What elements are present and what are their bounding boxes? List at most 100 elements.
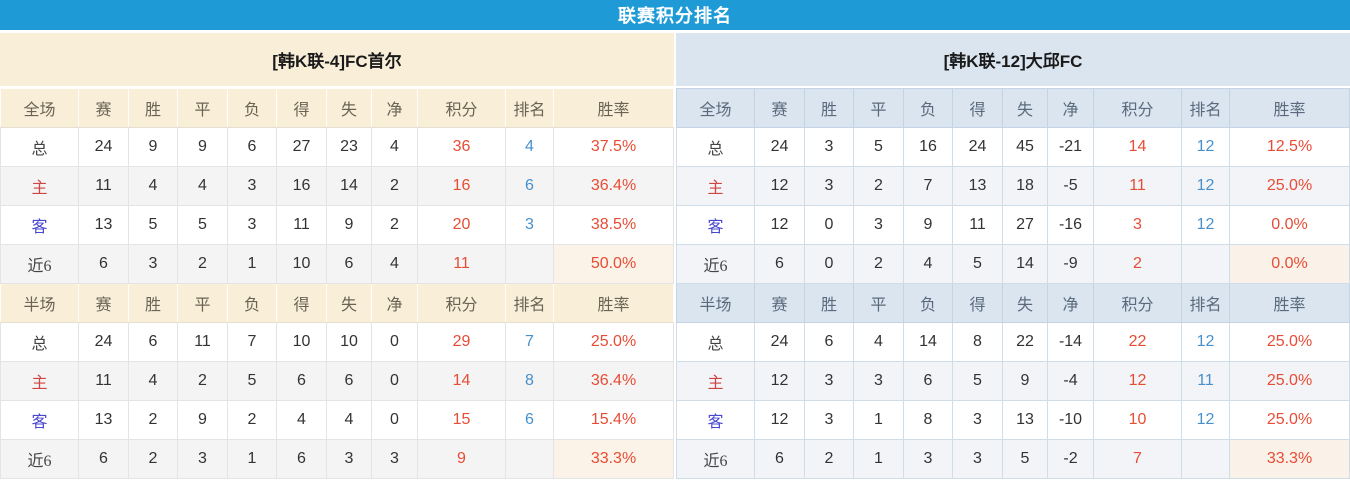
column-header-cell: 得 — [952, 283, 1003, 323]
column-header-cell: 净 — [371, 283, 418, 323]
stat-cell: 2 — [177, 361, 228, 401]
stat-cell: 11 — [78, 166, 129, 206]
column-header-cell: 赛 — [754, 88, 805, 128]
rank-cell: 11 — [1181, 361, 1230, 401]
stats-table-left: 全场 赛 胜 平 负 得 失 净 积分 排名 胜率 总 24 9 9 — [0, 88, 674, 479]
table-row: 总 24 6 11 7 10 10 0 29 7 25.0% — [0, 322, 674, 362]
column-header-cell: 赛 — [754, 283, 805, 323]
stat-cell: 24 — [78, 127, 129, 167]
column-header-cell: 负 — [903, 88, 953, 128]
column-header-cell: 积分 — [417, 88, 506, 128]
team-header-right: [韩K联-12]大邱FC — [676, 33, 1350, 86]
column-header-cell: 平 — [853, 283, 904, 323]
column-header-cell: 积分 — [1093, 88, 1182, 128]
points-cell: 16 — [417, 166, 506, 206]
stat-cell: 27 — [1002, 205, 1048, 245]
stat-cell: 2 — [128, 439, 178, 479]
stat-cell: 3 — [952, 400, 1003, 440]
points-cell: 14 — [1093, 127, 1182, 167]
stat-cell: 27 — [276, 127, 327, 167]
stat-cell: 8 — [952, 322, 1003, 362]
column-header-cell: 全场 — [0, 88, 79, 128]
win-rate-cell: 25.0% — [1229, 322, 1350, 362]
stat-cell: 3 — [128, 244, 178, 284]
column-header-cell: 半场 — [0, 283, 79, 323]
stat-cell: 5 — [128, 205, 178, 245]
table-row: 客 12 0 3 9 11 27 -16 3 12 0.0% — [676, 205, 1350, 245]
team-header-left: [韩K联-4]FC首尔 — [0, 33, 674, 86]
column-header-row: 半场 赛 胜 平 负 得 失 净 积分 排名 胜率 — [676, 283, 1350, 323]
column-header-cell: 平 — [177, 88, 228, 128]
stat-cell: 2 — [853, 166, 904, 206]
row-label: 客 — [0, 400, 79, 440]
stat-cell: 10 — [326, 322, 372, 362]
rank-cell: 4 — [505, 127, 554, 167]
column-header-cell: 胜 — [804, 88, 854, 128]
points-cell: 7 — [1093, 439, 1182, 479]
column-header-cell: 胜 — [128, 88, 178, 128]
stat-cell: 11 — [276, 205, 327, 245]
row-label: 近6 — [676, 439, 755, 479]
stat-cell: 4 — [177, 166, 228, 206]
rank-cell — [1181, 439, 1230, 479]
win-rate-cell: 25.0% — [1229, 361, 1350, 401]
stat-cell: 4 — [128, 361, 178, 401]
table-row: 近6 6 3 2 1 10 6 4 11 50.0% — [0, 244, 674, 284]
table-row: 总 24 9 9 6 27 23 4 36 4 37.5% — [0, 127, 674, 167]
stat-cell: 4 — [371, 244, 418, 284]
stat-cell: 13 — [1002, 400, 1048, 440]
stat-cell: 5 — [227, 361, 277, 401]
stat-cell: 4 — [903, 244, 953, 284]
win-rate-cell: 36.4% — [553, 166, 674, 206]
stat-cell: 23 — [326, 127, 372, 167]
stat-cell: -9 — [1047, 244, 1094, 284]
stat-cell: 24 — [754, 322, 805, 362]
win-rate-cell: 25.0% — [1229, 400, 1350, 440]
row-label: 近6 — [0, 439, 79, 479]
stat-cell: 2 — [371, 205, 418, 245]
stat-cell: 16 — [276, 166, 327, 206]
points-cell: 11 — [417, 244, 506, 284]
stat-cell: 5 — [952, 361, 1003, 401]
stat-cell: 16 — [903, 127, 953, 167]
stat-cell: -16 — [1047, 205, 1094, 245]
rank-cell: 12 — [1181, 127, 1230, 167]
stat-cell: -2 — [1047, 439, 1094, 479]
win-rate-cell: 38.5% — [553, 205, 674, 245]
rank-cell: 7 — [505, 322, 554, 362]
points-cell: 2 — [1093, 244, 1182, 284]
stat-cell: 6 — [804, 322, 854, 362]
table-row: 主 11 4 2 5 6 6 0 14 8 36.4% — [0, 361, 674, 401]
stat-cell: 12 — [754, 205, 805, 245]
rank-cell — [505, 439, 554, 479]
column-header-cell: 失 — [326, 88, 372, 128]
stat-cell: 2 — [371, 166, 418, 206]
column-header-cell: 胜 — [804, 283, 854, 323]
column-header-cell: 平 — [177, 283, 228, 323]
stat-cell: 3 — [853, 361, 904, 401]
stat-cell: 13 — [78, 205, 129, 245]
standings-comparison: [韩K联-4]FC首尔 全场 赛 胜 平 负 得 失 净 积分 排 — [0, 33, 1350, 479]
win-rate-cell: 33.3% — [1229, 439, 1350, 479]
row-label: 总 — [0, 322, 79, 362]
stat-cell: 12 — [754, 361, 805, 401]
column-header-cell: 排名 — [1181, 88, 1230, 128]
stat-cell: 9 — [1002, 361, 1048, 401]
stat-cell: 22 — [1002, 322, 1048, 362]
stat-cell: 2 — [804, 439, 854, 479]
win-rate-cell: 37.5% — [553, 127, 674, 167]
row-label: 主 — [0, 166, 79, 206]
row-label: 总 — [0, 127, 79, 167]
stat-cell: 12 — [754, 400, 805, 440]
column-header-cell: 排名 — [505, 283, 554, 323]
stat-cell: 1 — [853, 439, 904, 479]
row-label: 近6 — [676, 244, 755, 284]
stat-cell: -10 — [1047, 400, 1094, 440]
team-title: [韩K联-4]FC首尔 — [272, 52, 402, 71]
table-row: 客 13 5 5 3 11 9 2 20 3 38.5% — [0, 205, 674, 245]
win-rate-cell: 25.0% — [1229, 166, 1350, 206]
stat-cell: 3 — [371, 439, 418, 479]
points-cell: 9 — [417, 439, 506, 479]
stat-cell: 6 — [78, 439, 129, 479]
stats-table-right: 全场 赛 胜 平 负 得 失 净 积分 排名 胜率 总 24 3 5 — [676, 88, 1350, 479]
